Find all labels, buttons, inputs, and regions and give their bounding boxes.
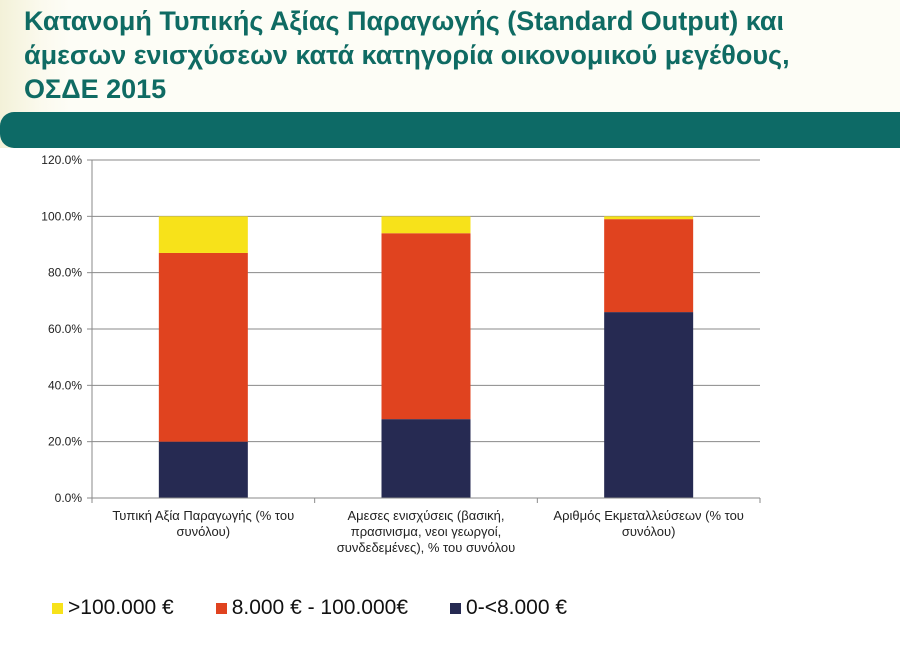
legend-item-medium: 8.000 € - 100.000€: [215, 596, 409, 620]
legend-swatch-medium: [215, 602, 227, 614]
x-category-label: συνόλου): [622, 524, 676, 539]
y-tick-label: 100.0%: [41, 209, 82, 223]
bar-segment-0-1: [158, 252, 248, 442]
x-category-label: συνδεδεμένες), % του συνόλου: [337, 540, 515, 555]
bar-segment-2-1: [604, 219, 694, 313]
y-tick-label: 20.0%: [48, 435, 82, 449]
chart-legend: >100.000 € 8.000 € - 100.000€ 0-<8.000 €: [52, 596, 609, 620]
y-tick-label: 80.0%: [48, 266, 82, 280]
legend-swatch-small: [450, 602, 462, 614]
x-category-label: Αμεσες ενισχύσεις (βασική,: [348, 508, 505, 523]
x-category-label: συνόλου): [177, 524, 231, 539]
slide-title: Κατανομή Τυπικής Αξίας Παραγωγής (Standa…: [24, 6, 790, 104]
bar-segment-1-1: [381, 233, 471, 420]
x-category-label: Τυπική Αξία Παραγωγής (% του: [112, 508, 294, 523]
bar-segment-2-0: [604, 312, 694, 498]
bar-segment-0-0: [158, 441, 248, 498]
y-tick-label: 0.0%: [55, 491, 83, 505]
legend-label-small: 0-<8.000 €: [466, 596, 568, 619]
header-band: [0, 112, 900, 148]
legend-item-large: >100.000 €: [52, 596, 174, 620]
bar-segment-2-2: [604, 216, 694, 220]
bar-segment-1-0: [381, 419, 471, 498]
bar-segment-0-2: [158, 216, 248, 253]
x-category-label: Αριθμός Εκμεταλλεύσεων (% του: [553, 508, 743, 523]
chart-area: 0.0% 20.0% 40.0% 60.0% 80.0% 100.0% 120.0% Τυπι…: [0, 148, 900, 653]
legend-label-large: >100.000 €: [68, 596, 174, 619]
y-tick-label: 120.0%: [41, 153, 82, 167]
y-tick-label: 40.0%: [48, 378, 82, 392]
x-category-label: πρασινισμα, νεοι γεωργοί,: [351, 524, 502, 539]
y-tick-label: 60.0%: [48, 322, 82, 336]
legend-swatch-large: [52, 602, 63, 614]
bar-segment-1-2: [381, 216, 471, 234]
stacked-bar-chart: 0.0% 20.0% 40.0% 60.0% 80.0% 100.0% 120.0% Τυπι…: [41, 153, 761, 555]
legend-label-medium: 8.000 € - 100.000€: [231, 596, 409, 619]
legend-item-small: 0-<8.000 €: [450, 596, 567, 620]
